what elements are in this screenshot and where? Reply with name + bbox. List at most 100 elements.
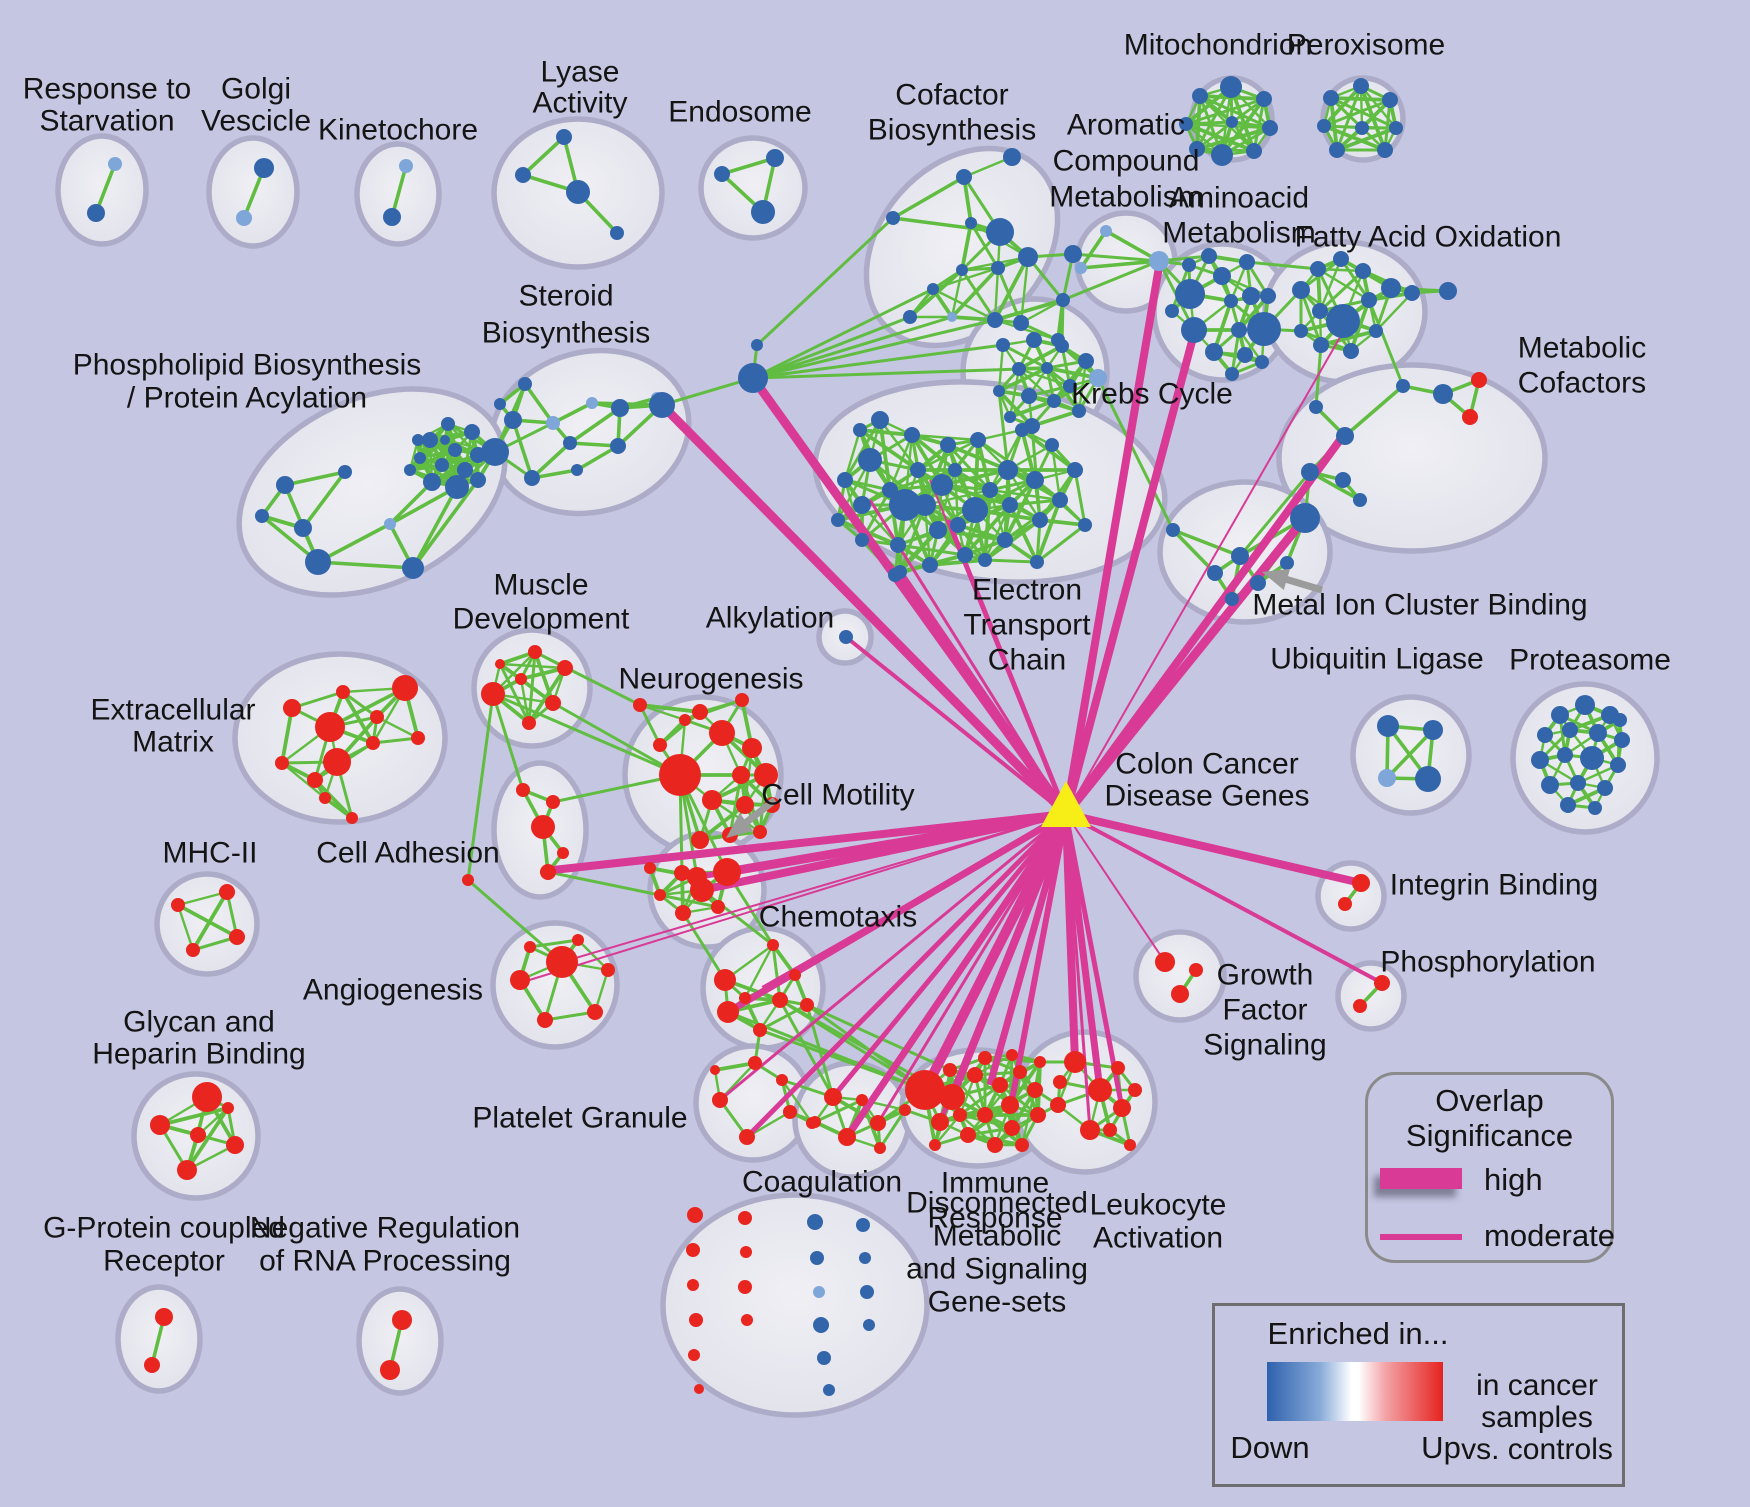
gene-set-node bbox=[464, 424, 480, 440]
gene-set-node bbox=[177, 1160, 197, 1180]
gene-set-node bbox=[399, 159, 413, 173]
metal-ion-pointer-arrow-head bbox=[1262, 568, 1291, 591]
gene-set-node bbox=[856, 1094, 868, 1106]
similarity-edge bbox=[778, 999, 835, 1098]
gene-set-node bbox=[751, 200, 775, 224]
gene-set-node bbox=[1064, 1051, 1086, 1073]
gene-set-node bbox=[1247, 312, 1281, 346]
cluster-extracellular-matrix-label: Extracellular bbox=[90, 694, 255, 727]
similarity-edge bbox=[752, 315, 911, 380]
gene-set-node bbox=[991, 261, 1005, 275]
similarity-edge bbox=[998, 366, 1048, 393]
cluster-electron-transport-chain-label: Chain bbox=[988, 644, 1066, 677]
gene-set-node bbox=[689, 1313, 703, 1327]
gene-set-node bbox=[1562, 722, 1578, 738]
gene-set-node bbox=[714, 166, 730, 182]
gene-set-node bbox=[1100, 225, 1112, 237]
gene-set-node bbox=[1055, 339, 1069, 353]
cluster-response-to-starvation-label: Starvation bbox=[39, 105, 174, 138]
gene-set-node bbox=[338, 465, 352, 479]
gene-set-node bbox=[422, 432, 438, 448]
gene-set-node bbox=[572, 934, 584, 946]
similarity-edge bbox=[527, 666, 567, 725]
gene-set-node bbox=[754, 763, 778, 787]
gene-set-node bbox=[751, 339, 763, 351]
gene-set-node bbox=[186, 943, 200, 957]
similarity-edge bbox=[1072, 252, 1160, 263]
similarity-edge bbox=[177, 903, 238, 939]
similarity-edge bbox=[491, 693, 525, 791]
gene-set-node bbox=[1471, 372, 1487, 388]
gene-set-node bbox=[1013, 315, 1029, 331]
similarity-edge bbox=[530, 441, 572, 480]
similarity-edge bbox=[929, 558, 986, 567]
similarity-edge bbox=[1031, 409, 1080, 428]
gene-set-node bbox=[1369, 324, 1383, 338]
gene-set-node bbox=[967, 1067, 983, 1083]
similarity-edge bbox=[388, 480, 434, 526]
gene-set-node bbox=[1205, 343, 1223, 361]
gene-set-node bbox=[1352, 874, 1370, 892]
colon-cancer-disease-genes-hub bbox=[1041, 781, 1091, 827]
gene-set-node bbox=[1182, 258, 1196, 272]
similarity-edge bbox=[911, 433, 979, 442]
similarity-edge bbox=[1323, 98, 1391, 128]
high-significance-label: high bbox=[1484, 1162, 1543, 1197]
gene-set-node bbox=[150, 1115, 170, 1135]
gene-set-node bbox=[741, 1314, 753, 1326]
overlap-edges bbox=[522, 260, 1383, 1139]
gene-set-node bbox=[711, 900, 725, 914]
hub-label: Disease Genes bbox=[1104, 780, 1309, 813]
similarity-edge bbox=[1018, 367, 1071, 388]
similarity-edge bbox=[317, 522, 391, 564]
gene-set-node bbox=[957, 547, 973, 563]
gene-set-node bbox=[229, 929, 245, 945]
cluster-integrin-binding-label: Integrin Binding bbox=[1390, 869, 1598, 902]
similarity-edge bbox=[1073, 469, 1087, 526]
similarity-edge bbox=[577, 939, 609, 971]
gene-set-node bbox=[1343, 343, 1359, 359]
cluster-endosome-label: Endosome bbox=[668, 96, 811, 129]
similarity-edge bbox=[721, 156, 776, 176]
similarity-edge bbox=[552, 773, 681, 804]
gene-set-node bbox=[1056, 293, 1070, 307]
gene-set-node bbox=[435, 458, 449, 472]
gene-set-node bbox=[1171, 985, 1189, 1003]
gene-set-node bbox=[414, 452, 426, 464]
gene-set-node bbox=[504, 411, 522, 429]
gene-set-node bbox=[336, 685, 350, 699]
gene-set-node bbox=[524, 470, 540, 486]
comparison-note: in cancer samples vs. controls bbox=[1461, 1369, 1613, 1466]
gene-set-node bbox=[87, 204, 105, 222]
gene-set-node bbox=[1239, 254, 1255, 270]
gene-set-node bbox=[740, 1246, 752, 1258]
gene-set-node bbox=[1181, 317, 1207, 343]
cluster-alkylation-label: Alkylation bbox=[706, 602, 834, 635]
gene-set-node bbox=[610, 226, 624, 240]
gene-set-node bbox=[190, 1127, 206, 1143]
gene-set-node bbox=[687, 1207, 703, 1223]
gene-set-node bbox=[1165, 304, 1179, 318]
cluster-endosome-bubble bbox=[698, 135, 808, 241]
gene-set-node bbox=[1246, 143, 1262, 159]
similarity-edge bbox=[521, 135, 566, 177]
moderate-significance-label: moderate bbox=[1484, 1218, 1615, 1253]
gene-set-node bbox=[294, 519, 312, 537]
cluster-steroid-biosynthesis-label: Biosynthesis bbox=[482, 317, 650, 350]
gene-set-node bbox=[910, 462, 926, 478]
overlap-edge bbox=[1009, 813, 1069, 1101]
similarity-edge bbox=[544, 1010, 596, 1022]
gene-set-node bbox=[1588, 801, 1602, 815]
similarity-edge bbox=[957, 523, 1006, 542]
similarity-edge bbox=[1080, 259, 1160, 270]
gene-set-node bbox=[1355, 263, 1371, 279]
similarity-edge bbox=[994, 298, 1064, 322]
cluster-growth-factor-signaling-label: Growth bbox=[1217, 959, 1314, 992]
gene-set-node bbox=[1557, 747, 1573, 763]
gene-set-node bbox=[392, 1310, 412, 1330]
gene-set-node bbox=[674, 865, 690, 881]
gene-set-node bbox=[1072, 404, 1086, 418]
similarity-edge bbox=[1018, 344, 1063, 371]
overlap-edge bbox=[897, 570, 1069, 816]
similarity-edge bbox=[467, 878, 563, 964]
